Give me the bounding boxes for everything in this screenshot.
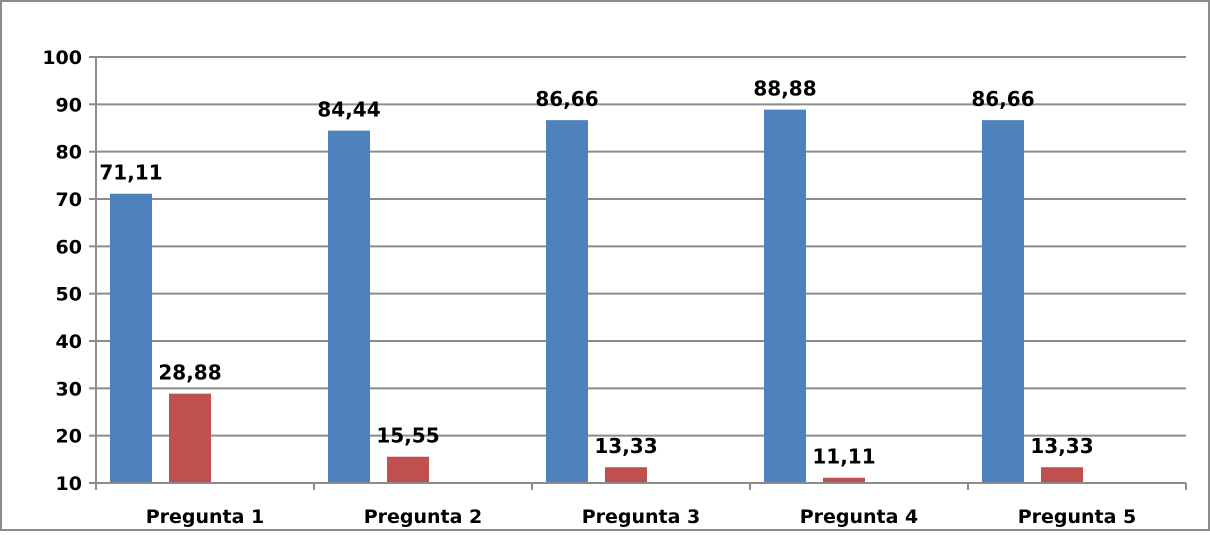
bar-series1-5 (982, 120, 1024, 483)
bar-series1-2 (328, 130, 370, 483)
y-tick-label: 50 (56, 284, 82, 306)
data-label-series2-1: 28,88 (158, 361, 221, 385)
data-label-series2-2: 15,55 (376, 424, 439, 448)
data-label-series1-4: 88,88 (753, 77, 816, 101)
data-label-series2-3: 13,33 (594, 434, 657, 458)
y-tick-label: 70 (56, 189, 82, 211)
bar-series1-3 (546, 120, 588, 483)
y-axis-ticks: 10 20 30 40 50 60 70 80 90 100 (42, 47, 96, 495)
bars (110, 109, 1083, 483)
data-labels: 71,11 84,44 86,66 88,88 86,66 28,88 15,55 13,33… (99, 77, 1093, 469)
x-axis-ticks: Pregunta 1 Pregunta 2 Pregunta 3 Pregunta 4… (95, 483, 1187, 528)
data-label-series1-2: 84,44 (317, 98, 380, 122)
y-tick-label: 30 (56, 378, 82, 400)
y-tick-label: 90 (56, 94, 82, 116)
bar-series1-4 (764, 109, 806, 483)
data-label-series2-4: 11,11 (812, 445, 875, 469)
data-label-series2-5: 13,33 (1030, 434, 1093, 458)
x-tick-label: Pregunta 4 (800, 506, 919, 528)
bar-series2-5 (1041, 467, 1083, 483)
x-tick-label: Pregunta 5 (1018, 506, 1137, 528)
y-tick-label: 100 (42, 47, 82, 69)
bar-series1-1 (110, 193, 152, 483)
bar-series2-2 (387, 456, 429, 483)
bar-series2-1 (169, 393, 211, 483)
y-tick-label: 40 (56, 331, 82, 353)
y-tick-label: 20 (56, 426, 82, 448)
x-tick-label: Pregunta 2 (364, 506, 483, 528)
data-label-series1-1: 71,11 (99, 161, 162, 185)
y-tick-label: 60 (56, 236, 82, 258)
y-tick-label: 10 (56, 473, 82, 495)
axes (95, 57, 1186, 484)
y-tick-label: 80 (56, 142, 82, 164)
bar-series2-3 (605, 467, 647, 483)
data-label-series1-3: 86,66 (535, 87, 598, 111)
x-tick-label: Pregunta 3 (582, 506, 701, 528)
data-label-series1-5: 86,66 (971, 87, 1034, 111)
x-tick-label: Pregunta 1 (146, 506, 265, 528)
bar-series2-4 (823, 477, 865, 483)
